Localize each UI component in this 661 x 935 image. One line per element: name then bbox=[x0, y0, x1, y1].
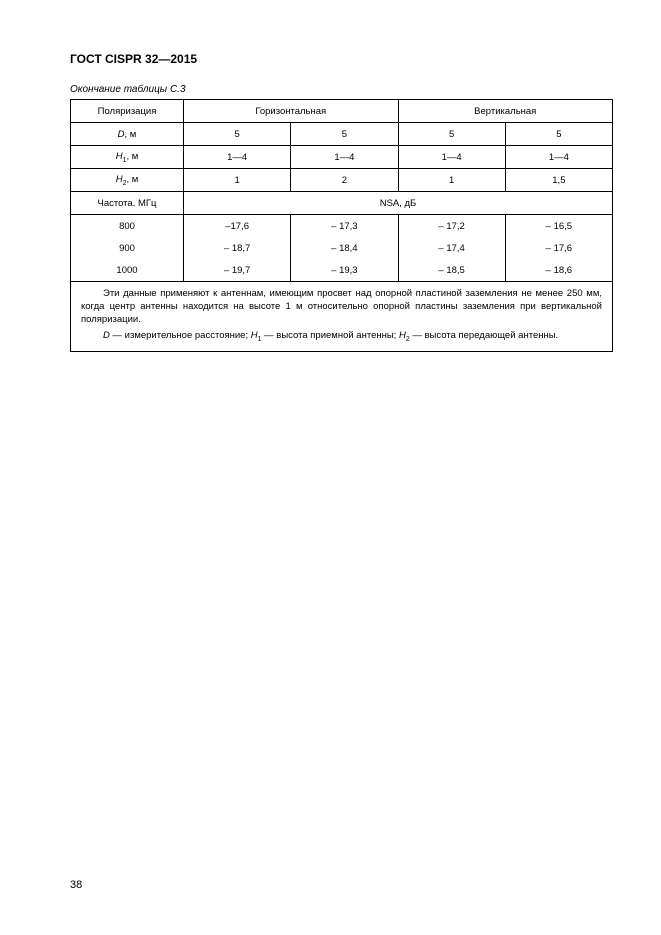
nsa-label: NSA, дБ bbox=[184, 192, 613, 215]
vertical-header: Вертикальная bbox=[398, 100, 613, 123]
h2-label: H2, м bbox=[71, 169, 184, 192]
table-cell: – 17,6 bbox=[505, 237, 612, 259]
table-cell: 5 bbox=[505, 123, 612, 146]
document-title: ГОСТ CISPR 32—2015 bbox=[70, 52, 613, 66]
table-cell: 5 bbox=[398, 123, 505, 146]
table-cell: – 18,7 bbox=[184, 237, 291, 259]
table-cell: 5 bbox=[291, 123, 398, 146]
table-cell: – 17,4 bbox=[398, 237, 505, 259]
table-cell: 1 bbox=[184, 169, 291, 192]
freq-cell: 1000 bbox=[71, 259, 184, 282]
table-cell: – 17,3 bbox=[291, 215, 398, 238]
row-d: D, м 5 5 5 5 bbox=[71, 123, 613, 146]
page-number: 38 bbox=[70, 879, 82, 891]
table-cell: 1—4 bbox=[505, 146, 612, 169]
footnote-paragraph: Эти данные применяют к антеннам, имеющим… bbox=[81, 288, 602, 326]
freq-label: Частота. МГц bbox=[71, 192, 184, 215]
row-nsa-header: Частота. МГц NSA, дБ bbox=[71, 192, 613, 215]
table-cell: 2 bbox=[291, 169, 398, 192]
freq-cell: 900 bbox=[71, 237, 184, 259]
table-cell: – 18,6 bbox=[505, 259, 612, 282]
polarization-label: Поляризация bbox=[71, 100, 184, 123]
data-row: 1000 – 19,7 – 19,3 – 18,5 – 18,6 bbox=[71, 259, 613, 282]
data-row: 900 – 18,7 – 18,4 – 17,4 – 17,6 bbox=[71, 237, 613, 259]
h1-label: H1, м bbox=[71, 146, 184, 169]
table-cell: 5 bbox=[184, 123, 291, 146]
data-table: Поляризация Горизонтальная Вертикальная … bbox=[70, 99, 613, 282]
row-h1: H1, м 1—4 1—4 1—4 1—4 bbox=[71, 146, 613, 169]
data-row: 800 –17,6 – 17,3 – 17,2 – 16,5 bbox=[71, 215, 613, 238]
table-cell: 1 bbox=[398, 169, 505, 192]
table-cell: – 19,3 bbox=[291, 259, 398, 282]
table-cell: – 19,7 bbox=[184, 259, 291, 282]
table-cell: 1—4 bbox=[291, 146, 398, 169]
table-cell: – 18,4 bbox=[291, 237, 398, 259]
table-caption: Окончание таблицы С.3 bbox=[70, 84, 613, 95]
table-cell: – 17,2 bbox=[398, 215, 505, 238]
table-footnotes: Эти данные применяют к антеннам, имеющим… bbox=[70, 282, 613, 352]
table-cell: – 16,5 bbox=[505, 215, 612, 238]
table-cell: 1—4 bbox=[398, 146, 505, 169]
table-cell: – 18,5 bbox=[398, 259, 505, 282]
d-label: D, м bbox=[71, 123, 184, 146]
header-row-polarization: Поляризация Горизонтальная Вертикальная bbox=[71, 100, 613, 123]
table-cell: –17,6 bbox=[184, 215, 291, 238]
footnote-definitions: D — измерительное расстояние; H1 — высот… bbox=[81, 330, 602, 344]
freq-cell: 800 bbox=[71, 215, 184, 238]
row-h2: H2, м 1 2 1 1,5 bbox=[71, 169, 613, 192]
horizontal-header: Горизонтальная bbox=[184, 100, 399, 123]
table-cell: 1—4 bbox=[184, 146, 291, 169]
table-cell: 1,5 bbox=[505, 169, 612, 192]
